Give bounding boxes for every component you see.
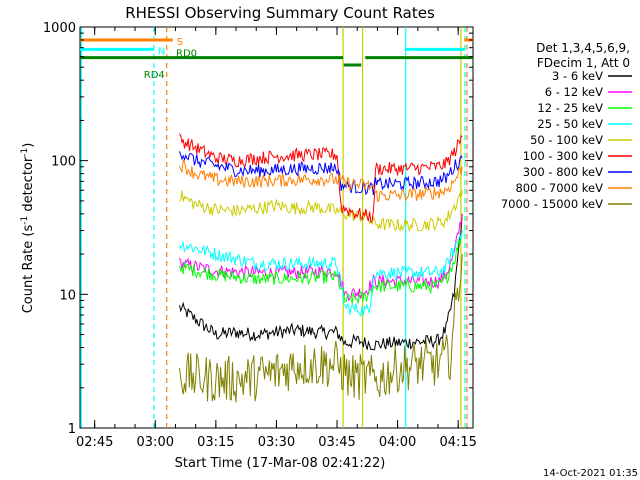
flag-label-2: RD0: [176, 49, 197, 60]
series-line-2: [179, 230, 463, 304]
series-line-0: [179, 213, 463, 351]
series-line-7: [179, 159, 463, 203]
legend: Det 1,3,4,5,6,9,FDecim 1, Att 03 - 6 keV…: [501, 41, 632, 211]
plot-frame: [79, 26, 474, 429]
x-tick-label-5: 04:00: [379, 435, 416, 450]
legend-header-1: FDecim 1, Att 0: [537, 56, 630, 70]
y-axis-label: Count Rate (s-1 detector-1): [20, 143, 36, 314]
legend-label-3: 25 - 50 keV: [537, 117, 603, 131]
series-line-5: [179, 133, 463, 224]
x-tick-label-0: 02:45: [76, 435, 113, 450]
x-tick-label-6: 04:15: [439, 435, 476, 450]
legend-label-5: 100 - 300 keV: [523, 149, 603, 163]
legend-label-1: 6 - 12 keV: [545, 85, 603, 99]
legend-header-0: Det 1,3,4,5,6,9,: [536, 41, 630, 55]
legend-label-8: 7000 - 15000 keV: [501, 197, 603, 211]
legend-label-2: 12 - 25 keV: [537, 101, 603, 115]
series-line-8: [179, 254, 463, 403]
flag-label-1: N: [158, 46, 165, 57]
y-axis-label-post: ): [21, 143, 36, 148]
x-tick-label-3: 03:30: [258, 435, 295, 450]
vertical-markers: [80, 27, 468, 428]
flag-label-0: S: [177, 37, 183, 48]
x-tick-label-1: 03:00: [137, 435, 174, 450]
y-axis-label-sup2: -1: [20, 148, 30, 157]
series-line-3: [179, 230, 463, 318]
y-tick-label-1: 10: [59, 288, 76, 303]
flag-bars: S N RD0 RD4: [80, 37, 473, 81]
y-axis-label-sup1: -1: [20, 216, 30, 225]
y-tick-label-2: 100: [51, 155, 76, 170]
chart-title: RHESSI Observing Summary Count Rates: [125, 4, 435, 22]
y-tick-label-3: 1000: [43, 21, 76, 36]
series-line-4: [179, 190, 463, 233]
series-line-6: [179, 151, 463, 196]
x-axis-label: Start Time (17-Mar-08 02:41:22): [175, 456, 386, 471]
series-lines: [179, 133, 463, 403]
y-tick-label-0: 1: [68, 422, 76, 437]
flag-label-3: RD4: [144, 70, 165, 81]
y-axis-label-pre: Count Rate (s: [21, 225, 36, 314]
y-axis-label-mid: detector: [21, 156, 36, 216]
x-tick-label-2: 03:15: [197, 435, 234, 450]
legend-label-6: 300 - 800 keV: [523, 165, 603, 179]
legend-label-4: 50 - 100 keV: [530, 133, 603, 147]
footer-date: 14-Oct-2021 01:35: [543, 468, 638, 479]
axes: 1 10 100 1000 02:45 03:00 03:15 03:30 03:45 04:00…: [43, 21, 477, 450]
legend-label-0: 3 - 6 keV: [552, 69, 603, 83]
x-tick-label-4: 03:45: [318, 435, 355, 450]
legend-label-7: 800 - 7000 keV: [515, 181, 603, 195]
